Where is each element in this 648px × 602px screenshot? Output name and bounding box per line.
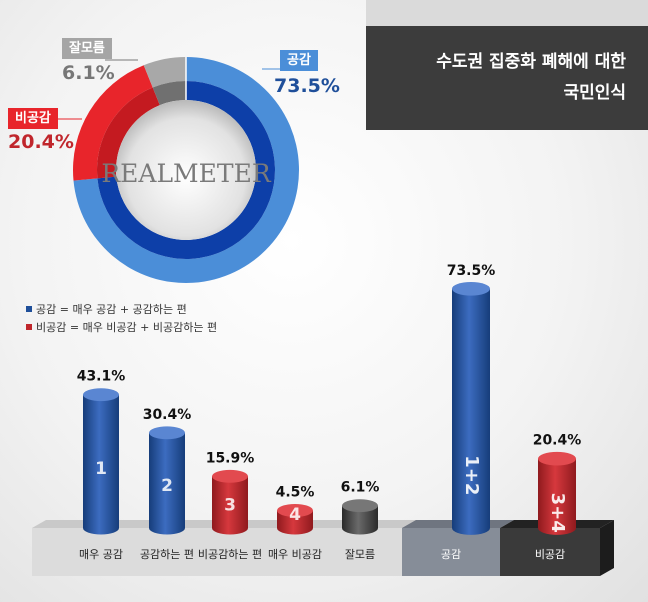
bar-4: [277, 504, 313, 535]
bar-3-plus-4-body: [538, 458, 576, 528]
bar-value-label-3-plus-4: 20.4%: [533, 433, 582, 449]
bar-5-cap: [342, 499, 378, 513]
bar-2-base: [149, 521, 185, 535]
platform-right-front: [500, 528, 600, 576]
bar-1-cap: [83, 388, 119, 402]
bar-1-plus-2-body: [452, 288, 490, 528]
category-label-1-plus-2: 공감: [441, 548, 461, 561]
donut-value-dk: 6.1%: [62, 62, 115, 84]
bar-number-2: 2: [161, 476, 173, 496]
bar-3-cap: [212, 469, 248, 483]
legend-text-agree: 공감 = 매우 공감 + 공감하는 편: [36, 303, 187, 316]
bar-3-plus-4-base: [538, 521, 576, 535]
bar-1-base: [83, 521, 119, 535]
bar-3-body: [212, 476, 248, 528]
title-box: 수도권 집중화 폐해에 대한 국민인식: [366, 26, 648, 130]
bar-1-plus-2-cap: [452, 281, 490, 296]
category-label-4: 매우 비공감: [268, 548, 322, 561]
bar-3-base: [212, 521, 248, 535]
bar-value-label-2: 30.4%: [143, 407, 192, 423]
bar-value-label-4: 4.5%: [276, 485, 315, 501]
legend-item-disagree: 비공감 = 매우 비공감 + 비공감하는 편: [26, 319, 217, 335]
bar-number-4: 4: [289, 505, 301, 525]
title-line-2: 국민인식: [563, 83, 626, 103]
bar-1-body: [83, 394, 119, 528]
donut-slice-outer-2: [143, 57, 186, 88]
donut-label-dk: 잘모름: [62, 38, 112, 59]
donut-value-agree: 73.5%: [274, 75, 340, 97]
donut-value-disagree: 20.4%: [8, 131, 74, 153]
bar-5: [342, 499, 378, 535]
category-label-1: 매우 공감: [79, 548, 123, 561]
category-label-5: 잘모름: [345, 548, 375, 561]
category-label-3-plus-4: 비공감: [535, 548, 565, 561]
bar-number-3: 3: [224, 496, 236, 516]
platform-right-side: [600, 520, 614, 576]
bar-2: [149, 426, 185, 535]
donut-label-agree: 공감: [280, 50, 318, 71]
bar-value-label-3: 15.9%: [206, 450, 255, 466]
title-line-1: 수도권 집중화 폐해에 대한: [436, 52, 626, 72]
bar-number-1: 1: [95, 459, 107, 479]
bar-2-cap: [149, 426, 185, 440]
legend-swatch-disagree: [26, 324, 32, 330]
category-label-2: 공감하는 편: [140, 547, 194, 561]
category-label-3: 비공감하는 편: [198, 547, 262, 561]
platform-mid-front: [402, 528, 500, 576]
title-banner-top: [366, 0, 648, 26]
donut-slice-inner-1: [97, 87, 160, 179]
donut-label-disagree: 비공감: [8, 108, 58, 129]
bar-number-1-plus-2: 1+2: [461, 455, 482, 495]
bar-5-base: [342, 521, 378, 535]
legend-swatch-agree: [26, 306, 32, 312]
bar-4-base: [277, 521, 313, 535]
bar-3-plus-4: [538, 451, 576, 535]
bar-4-cap: [277, 504, 313, 517]
legend-text-disagree: 비공감 = 매우 비공감 + 비공감하는 편: [36, 321, 218, 334]
bar-3-plus-4-cap: [538, 451, 576, 466]
bar-number-3-plus-4: 3+4: [547, 493, 568, 533]
platform-left-front: [32, 528, 402, 576]
bar-2-body: [149, 432, 185, 528]
bar-1: [83, 388, 119, 535]
donut-center: [116, 100, 256, 240]
bar-1-plus-2-base: [452, 521, 490, 535]
bar-value-label-1-plus-2: 73.5%: [447, 263, 496, 279]
logo-text: REALMETER: [101, 159, 272, 188]
donut-slice-outer-1: [73, 65, 153, 181]
bar-1-plus-2: [452, 281, 490, 535]
bar-value-label-5: 6.1%: [341, 480, 380, 496]
bar-value-label-1: 43.1%: [77, 369, 126, 385]
legend-item-agree: 공감 = 매우 공감 + 공감하는 편: [26, 301, 187, 317]
donut-slice-inner-2: [152, 81, 186, 106]
bar-3: [212, 469, 248, 535]
